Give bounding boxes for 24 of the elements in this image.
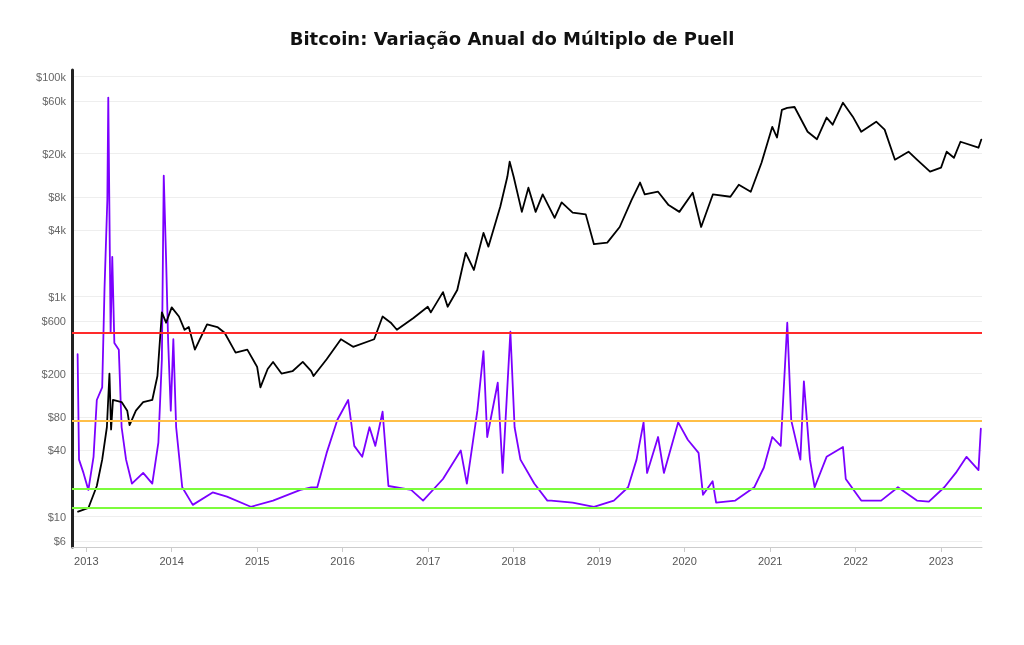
- y-tick-label: $600: [41, 315, 66, 328]
- y-tick-label: $100k: [36, 70, 67, 83]
- x-tick-label: 2023: [928, 554, 954, 567]
- x-tick-label: 2021: [757, 554, 783, 567]
- x-tick-label: 2013: [74, 554, 99, 567]
- y-tick-label: $8k: [48, 191, 67, 204]
- y-tick-label: $20k: [42, 147, 67, 160]
- x-tick-label: 2019: [586, 554, 612, 567]
- x-tick-label: 2016: [330, 554, 355, 567]
- y-tick-label: $80: [47, 411, 66, 424]
- x-tick-label: 2015: [244, 554, 270, 567]
- y-tick-label: $6: [53, 535, 66, 548]
- y-tick-label: $60k: [42, 95, 67, 108]
- x-tick-label: 2017: [415, 554, 441, 567]
- chart-title: Bitcoin: Variação Anual do Múltiplo de Puell: [289, 27, 735, 49]
- x-tick-label: 2022: [843, 554, 868, 567]
- x-tick-label: 2018: [501, 554, 526, 567]
- y-tick-label: $1k: [48, 290, 67, 303]
- x-tick-label: 2020: [672, 554, 697, 567]
- x-tick-label: 2014: [159, 554, 184, 567]
- y-tick-label: $10: [47, 510, 66, 523]
- y-tick-label: $4k: [48, 224, 67, 237]
- y-tick-label: $200: [41, 367, 66, 380]
- y-tick-label: $40: [47, 444, 66, 457]
